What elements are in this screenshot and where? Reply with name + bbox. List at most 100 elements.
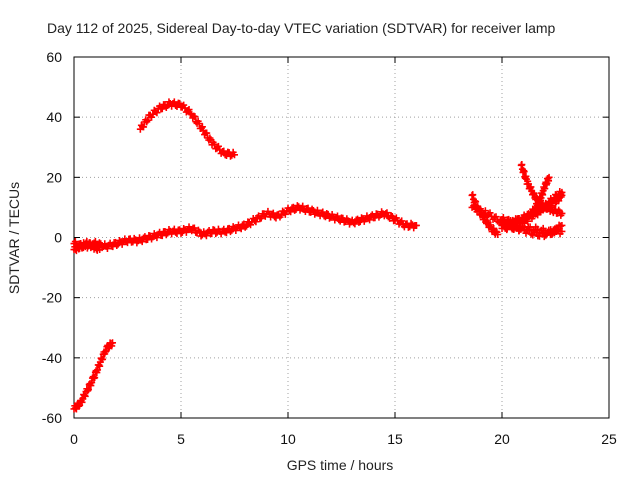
data-point — [534, 201, 542, 209]
data-point — [109, 339, 117, 347]
data-point — [190, 224, 198, 232]
data-point — [191, 113, 199, 121]
y-tick-label: 0 — [54, 230, 62, 246]
data-point — [319, 208, 327, 216]
data-point — [545, 173, 553, 181]
data-point — [144, 116, 152, 124]
data-point — [281, 210, 289, 218]
series-track-j — [498, 173, 553, 228]
data-point — [113, 242, 121, 250]
series-track-e — [468, 191, 502, 238]
plot-border — [73, 56, 610, 419]
data-point — [214, 142, 222, 150]
data-point — [140, 123, 148, 131]
data-point — [272, 214, 280, 222]
data-point — [308, 205, 316, 213]
data-point — [220, 147, 228, 155]
data-point — [202, 232, 210, 240]
data-point — [383, 209, 391, 217]
series-track-d — [70, 237, 104, 255]
data-point — [158, 232, 166, 240]
series-track-k — [498, 219, 566, 241]
x-tick-label: 20 — [494, 431, 510, 447]
data-point — [176, 99, 184, 107]
data-point — [203, 129, 211, 137]
data-point — [486, 221, 494, 229]
data-point — [241, 223, 249, 231]
x-axis-label: GPS time / hours — [287, 457, 394, 473]
x-tick-label: 15 — [387, 431, 403, 447]
y-tick-label: -40 — [42, 350, 62, 366]
x-tick-label: 10 — [280, 431, 296, 447]
data-point — [558, 191, 566, 199]
data-point — [304, 204, 312, 212]
data-point — [505, 215, 513, 223]
data-point — [109, 243, 117, 251]
data-point — [492, 213, 500, 221]
data-point — [323, 209, 331, 217]
data-point — [398, 217, 406, 225]
y-tick-label: 20 — [46, 169, 62, 185]
data-point — [226, 228, 234, 236]
data-point — [412, 221, 420, 229]
data-point — [88, 379, 96, 387]
series-track-c — [70, 202, 420, 253]
data-point — [470, 202, 478, 210]
data-point — [177, 229, 185, 237]
data-point — [388, 212, 396, 220]
data-point — [499, 213, 507, 221]
data-point — [299, 202, 307, 210]
x-tick-label: 0 — [70, 431, 78, 447]
x-tick-label: 25 — [601, 431, 617, 447]
y-tick-label: -20 — [42, 290, 62, 306]
data-point — [78, 398, 86, 406]
data-point — [153, 234, 161, 242]
data-point — [531, 207, 539, 215]
data-point — [222, 229, 230, 237]
data-point — [548, 230, 556, 238]
data-point — [180, 225, 188, 233]
data-point — [407, 219, 415, 227]
data-point — [547, 202, 555, 210]
grid — [74, 57, 609, 418]
data-point — [237, 225, 245, 233]
data-point — [84, 386, 92, 394]
data-point — [481, 207, 489, 215]
data-point — [358, 214, 366, 222]
data-point — [486, 209, 494, 217]
data-point — [558, 221, 566, 229]
data-point — [557, 193, 565, 201]
data-point — [333, 212, 341, 220]
data-point — [81, 392, 89, 400]
data-point — [226, 152, 234, 160]
data-point — [527, 183, 535, 191]
data-point — [555, 197, 563, 205]
y-axis-label: SDTVAR / TECUs — [6, 182, 22, 294]
data-point — [554, 226, 562, 234]
data-point — [269, 209, 277, 217]
series-track-b — [136, 98, 238, 160]
data-point — [530, 189, 538, 197]
data-point — [476, 205, 484, 213]
data-point — [85, 239, 93, 247]
series-track-a — [70, 339, 117, 413]
data-point — [325, 214, 333, 222]
axes: 0 5 10 15 20 25 -60 -40 -20 0 20 40 60 — [42, 49, 617, 447]
data-point — [351, 220, 359, 228]
data-point — [252, 218, 260, 226]
data-point — [243, 222, 251, 230]
data-point — [170, 98, 178, 106]
y-tick-label: -60 — [42, 410, 62, 426]
data-point — [257, 214, 265, 222]
chart-title: Day 112 of 2025, Sidereal Day-to-day VTE… — [47, 20, 556, 36]
data-point — [366, 216, 374, 224]
data-point — [84, 387, 92, 395]
data-point — [103, 245, 111, 253]
data-point — [542, 205, 550, 213]
data-point — [138, 238, 146, 246]
data-point — [311, 210, 319, 218]
data-point — [522, 215, 530, 223]
data-point — [494, 230, 502, 238]
data-point — [198, 123, 206, 131]
